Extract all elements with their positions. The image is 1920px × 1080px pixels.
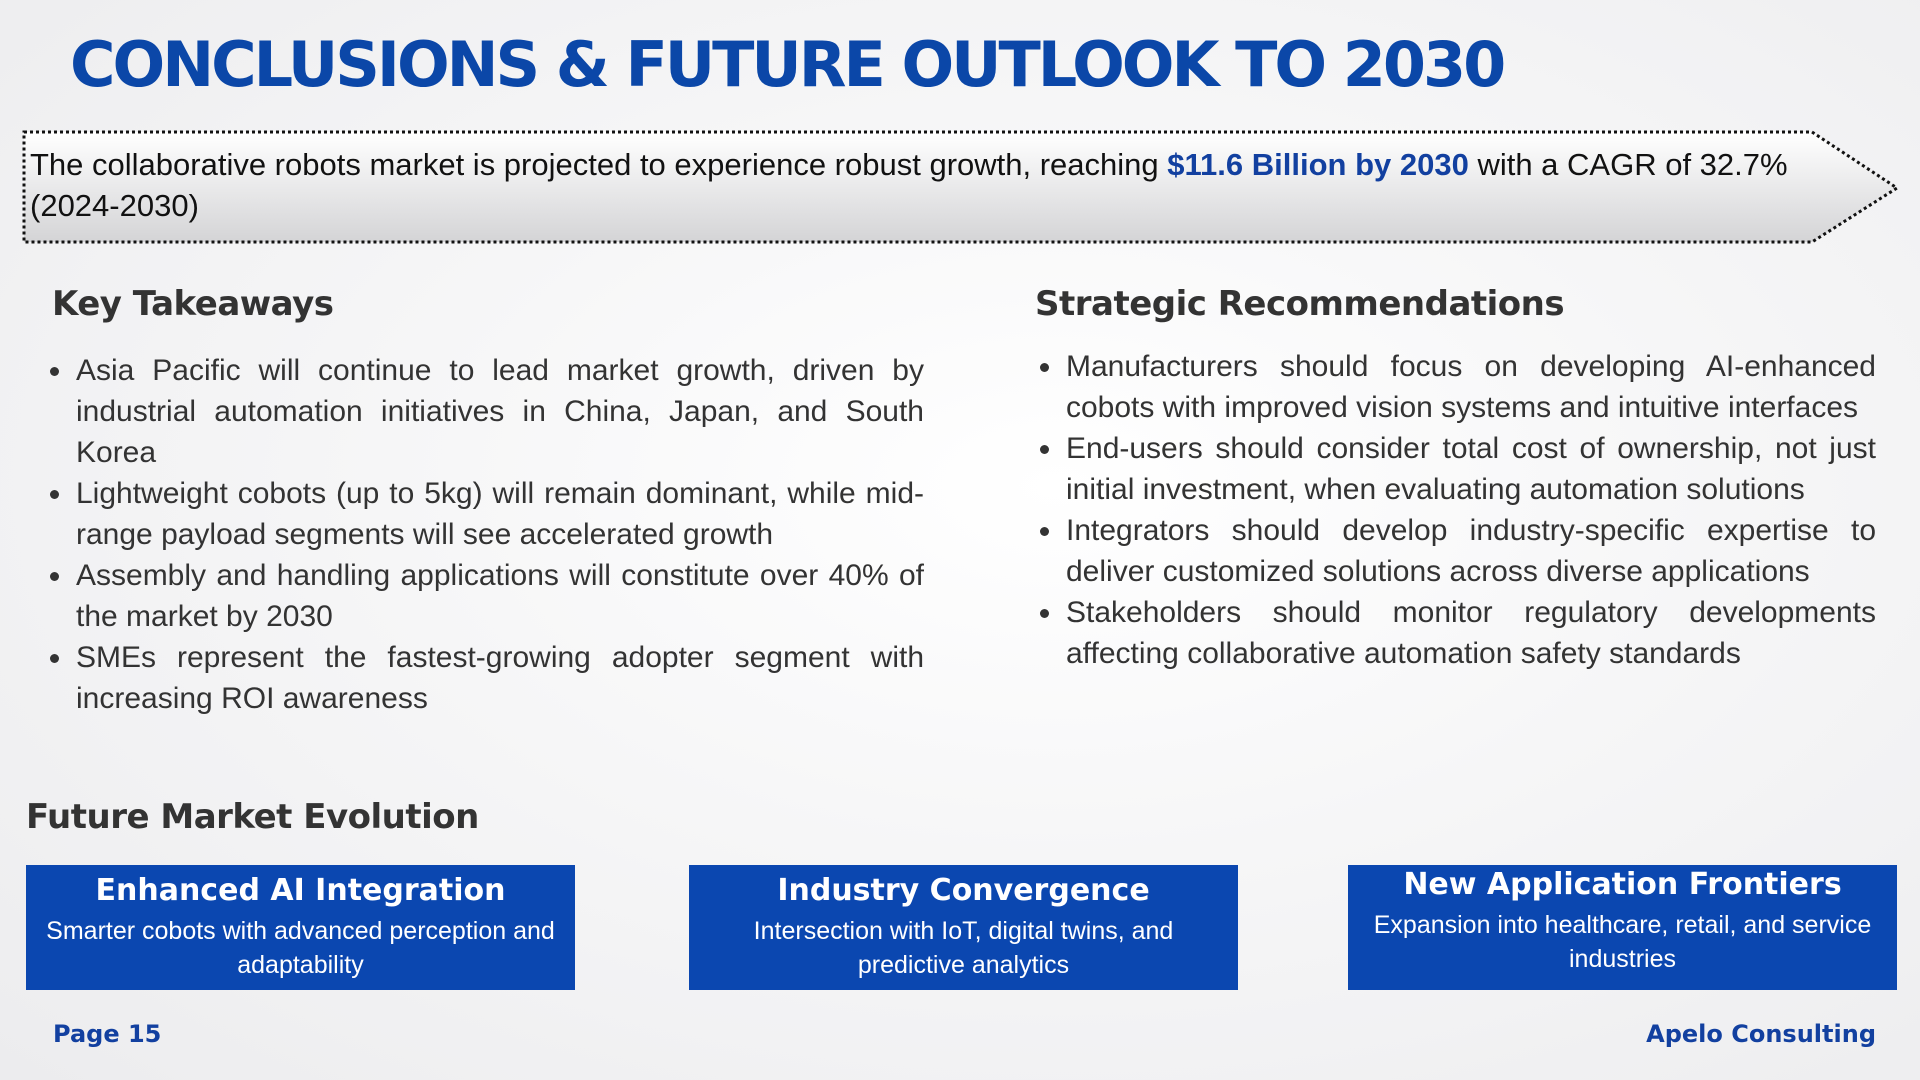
banner-arrow-shape: [22, 130, 1900, 244]
banner-text-end: with a CAGR of 32.7% (2024-2030): [30, 147, 1788, 223]
list-item: Manufacturers should focus on developing…: [1038, 346, 1876, 428]
card-title: Enhanced AI Integration: [95, 873, 506, 908]
list-item: Lightweight cobots (up to 5kg) will rema…: [48, 473, 924, 555]
banner-text: The collaborative robots market is proje…: [30, 144, 1790, 226]
banner-highlight: $11.6 Billion by 2030: [1167, 147, 1469, 182]
card-industry-convergence: Industry Convergence Intersection with I…: [689, 865, 1238, 990]
card-description: Intersection with IoT, digital twins, an…: [753, 917, 1174, 979]
banner-text-start: The collaborative robots market is proje…: [30, 147, 1168, 182]
card-title: New Application Frontiers: [1403, 867, 1842, 902]
card-enhanced-ai-integration: Enhanced AI Integration Smarter cobots w…: [26, 865, 575, 990]
page-number: Page 15: [53, 1020, 162, 1048]
list-item: Assembly and handling applications will …: [48, 555, 924, 637]
list-item: Integrators should develop industry-spec…: [1038, 510, 1876, 592]
strategic-recommendations-list: Manufacturers should focus on developing…: [1038, 346, 1876, 674]
list-item: End-users should consider total cost of …: [1038, 428, 1876, 510]
card-new-application-frontiers: New Application Frontiers Expansion into…: [1348, 865, 1897, 990]
key-takeaways-heading: Key Takeaways: [52, 284, 334, 324]
summary-banner: The collaborative robots market is proje…: [22, 130, 1902, 246]
card-description: Expansion into healthcare, retail, and s…: [1373, 911, 1872, 973]
future-evolution-heading: Future Market Evolution: [26, 797, 479, 837]
list-item: SMEs represent the fastest-growing adopt…: [48, 637, 924, 719]
list-item: Asia Pacific will continue to lead marke…: [48, 350, 924, 473]
company-name: Apelo Consulting: [1646, 1020, 1876, 1048]
key-takeaways-list: Asia Pacific will continue to lead marke…: [48, 350, 924, 719]
strategic-recommendations-heading: Strategic Recommendations: [1035, 284, 1565, 324]
list-item: Stakeholders should monitor regulatory d…: [1038, 592, 1876, 674]
page-title: CONCLUSIONS & FUTURE OUTLOOK TO 2030: [70, 28, 1506, 101]
card-description: Smarter cobots with advanced perception …: [46, 917, 555, 979]
card-title: Industry Convergence: [777, 873, 1150, 908]
